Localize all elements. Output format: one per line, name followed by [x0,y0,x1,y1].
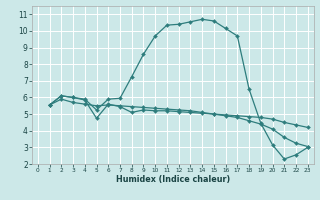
X-axis label: Humidex (Indice chaleur): Humidex (Indice chaleur) [116,175,230,184]
